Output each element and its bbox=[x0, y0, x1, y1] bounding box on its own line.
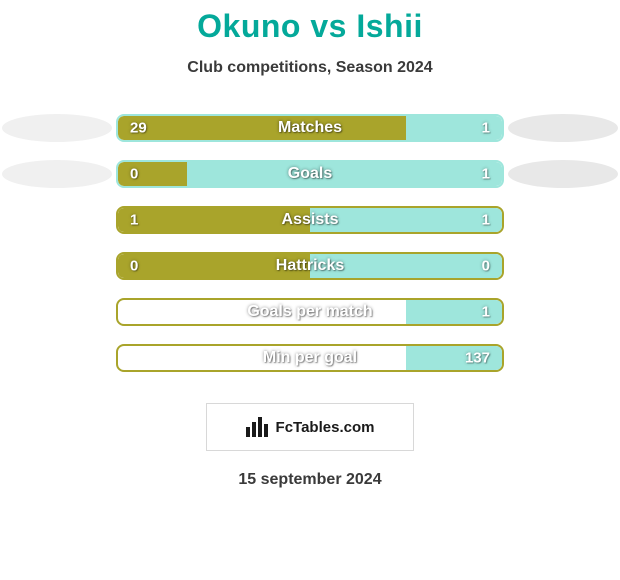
stat-label: Assists bbox=[282, 211, 339, 229]
stat-bar-left bbox=[118, 116, 406, 140]
stat-value-left: 0 bbox=[130, 258, 138, 275]
stat-value-right: 1 bbox=[482, 212, 490, 229]
stat-row: 1 1 Assists bbox=[10, 197, 610, 243]
stat-value-right: 0 bbox=[482, 258, 490, 275]
stat-bar-right bbox=[310, 208, 502, 232]
stat-value-left: 1 bbox=[130, 212, 138, 229]
player1-badge bbox=[2, 160, 112, 188]
stat-label: Matches bbox=[278, 119, 342, 137]
stat-row: 137 Min per goal bbox=[10, 335, 610, 381]
stat-label: Goals per match bbox=[247, 303, 372, 321]
stat-label: Hattricks bbox=[276, 257, 344, 275]
comparison-subtitle: Club competitions, Season 2024 bbox=[0, 59, 620, 77]
stat-value-right: 137 bbox=[465, 350, 490, 367]
stat-bar-track: 1 1 Assists bbox=[116, 206, 504, 234]
stat-label: Min per goal bbox=[263, 349, 357, 367]
stat-bar-left bbox=[118, 162, 187, 186]
stat-bar-track: 137 Min per goal bbox=[116, 344, 504, 372]
snapshot-date: 15 september 2024 bbox=[0, 471, 620, 489]
stat-bar-track: 0 0 Hattricks bbox=[116, 252, 504, 280]
stats-area: 29 1 Matches 0 1 Goals 1 1 Assists 0 0 Hattricks 1 Go… bbox=[0, 105, 620, 381]
stat-value-left: 29 bbox=[130, 120, 147, 137]
fctables-logo[interactable]: FcTables.com bbox=[206, 403, 414, 451]
stat-value-right: 1 bbox=[482, 120, 490, 137]
stat-value-right: 1 bbox=[482, 166, 490, 183]
stat-bar-track: 0 1 Goals bbox=[116, 160, 504, 188]
stat-value-left: 0 bbox=[130, 166, 138, 183]
stat-row: 0 1 Goals bbox=[10, 151, 610, 197]
comparison-title: Okuno vs Ishii bbox=[0, 8, 620, 45]
stat-bar-right bbox=[187, 162, 502, 186]
stat-row: 0 0 Hattricks bbox=[10, 243, 610, 289]
stat-row: 29 1 Matches bbox=[10, 105, 610, 151]
player2-badge bbox=[508, 114, 618, 142]
player1-badge bbox=[2, 114, 112, 142]
stat-bar-track: 29 1 Matches bbox=[116, 114, 504, 142]
stat-row: 1 Goals per match bbox=[10, 289, 610, 335]
logo-bars-icon bbox=[246, 417, 270, 437]
stat-label: Goals bbox=[288, 165, 332, 183]
stat-value-right: 1 bbox=[482, 304, 490, 321]
player2-badge bbox=[508, 160, 618, 188]
logo-text: FcTables.com bbox=[276, 419, 375, 436]
stat-bar-track: 1 Goals per match bbox=[116, 298, 504, 326]
